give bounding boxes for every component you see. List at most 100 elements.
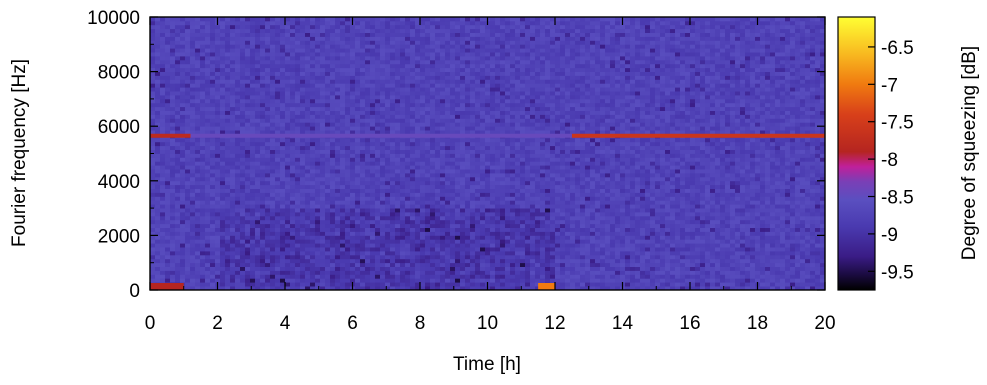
heatmap-cell (335, 227, 341, 232)
heatmap-cell (290, 36, 296, 41)
heatmap-cell (185, 91, 191, 96)
heatmap-cell (345, 258, 351, 264)
heatmap-cell (460, 258, 466, 264)
heatmap-cell (305, 102, 311, 108)
heatmap-cell (390, 130, 396, 135)
heatmap-cell (155, 79, 161, 84)
heatmap-cell (160, 17, 166, 22)
heatmap-cell (430, 20, 436, 26)
heatmap-cell (270, 28, 276, 33)
heatmap-cell (465, 118, 471, 123)
heatmap-cell (265, 274, 271, 279)
heatmap-cell (225, 130, 231, 135)
heatmap-cell (375, 200, 381, 205)
heatmap-cell (210, 227, 216, 232)
heatmap-cell (220, 24, 226, 30)
heatmap-cell (275, 262, 281, 267)
heatmap-cell (220, 278, 226, 283)
heatmap-cell (275, 145, 281, 150)
heatmap-cell (315, 180, 321, 186)
heatmap-cell (480, 67, 486, 72)
heatmap-cell (495, 75, 501, 80)
heatmap-cell (500, 17, 506, 22)
heatmap-cell (465, 20, 471, 26)
heatmap-cell (325, 17, 331, 22)
heatmap-cell (410, 98, 416, 104)
heatmap-cell (225, 67, 231, 72)
heatmap-cell (380, 243, 386, 248)
heatmap-cell (335, 75, 341, 80)
heatmap-cell (180, 274, 186, 279)
heatmap-cell (230, 251, 236, 256)
heatmap-cell (295, 188, 301, 193)
heatmap-cell (410, 192, 416, 197)
heatmap-cell (230, 274, 236, 279)
heatmap-cell (310, 278, 316, 283)
heatmap-cell (265, 254, 271, 260)
heatmap-cell (240, 254, 246, 260)
heatmap-cell (185, 184, 191, 189)
heatmap-cell (265, 153, 271, 158)
heatmap-cell (155, 254, 161, 260)
heatmap-cell (350, 32, 356, 37)
heatmap-cell (240, 235, 246, 240)
heatmap-cell (460, 254, 466, 260)
heatmap-cell (205, 262, 211, 267)
heatmap-cell (500, 28, 506, 33)
heatmap-cell (225, 239, 231, 244)
heatmap-cell (165, 56, 171, 61)
heatmap-cell (305, 83, 311, 88)
heatmap-cell (410, 44, 416, 49)
heatmap-cell (385, 79, 391, 84)
heatmap-cell (330, 126, 336, 131)
heatmap-cell (260, 274, 266, 279)
heatmap-cell (390, 188, 396, 193)
heatmap-cell (425, 32, 431, 37)
heatmap-cell (475, 36, 481, 41)
heatmap-cell (185, 153, 191, 158)
heatmap-cell (380, 161, 386, 166)
heatmap-cell (350, 106, 356, 111)
heatmap-cell (465, 180, 471, 186)
heatmap-cell (270, 149, 276, 154)
heatmap-cell (200, 149, 206, 154)
heatmap-cell (385, 153, 391, 158)
heatmap-cell (385, 95, 391, 100)
heatmap-cell (205, 91, 211, 96)
heatmap-cell (315, 165, 321, 170)
heatmap-cell (280, 239, 286, 244)
heatmap-cell (325, 56, 331, 61)
heatmap-cell (160, 36, 166, 41)
heatmap-cell (300, 286, 306, 291)
heatmap-cell (485, 87, 491, 92)
heatmap-cell (325, 247, 331, 252)
heatmap-cell (280, 180, 286, 186)
heatmap-cell (150, 266, 156, 271)
heatmap-cell (210, 126, 216, 131)
heatmap-cell (275, 258, 281, 264)
heatmap-cell (400, 266, 406, 271)
heatmap-cell (275, 180, 281, 186)
heatmap-cell (275, 28, 281, 33)
heatmap-cell (400, 149, 406, 154)
heatmap-cell (185, 173, 191, 178)
heatmap-cell (370, 204, 376, 209)
heatmap-cell (305, 266, 311, 271)
heatmap-cell (365, 196, 371, 201)
heatmap-cell (405, 239, 411, 244)
heatmap-cell (500, 95, 506, 100)
heatmap-cell (385, 122, 391, 127)
heatmap-cell (390, 231, 396, 236)
heatmap-cell (410, 114, 416, 119)
heatmap-cell (390, 137, 396, 143)
heatmap-cell (170, 188, 176, 193)
heatmap-cell (230, 149, 236, 154)
heatmap-cell (330, 262, 336, 267)
heatmap-cell (490, 212, 496, 217)
heatmap-cell (465, 114, 471, 119)
heatmap-cell (505, 188, 511, 193)
heatmap-cell (210, 36, 216, 41)
heatmap-cell (265, 20, 271, 26)
heatmap-cell (195, 223, 201, 228)
heatmap-cell (455, 17, 461, 22)
